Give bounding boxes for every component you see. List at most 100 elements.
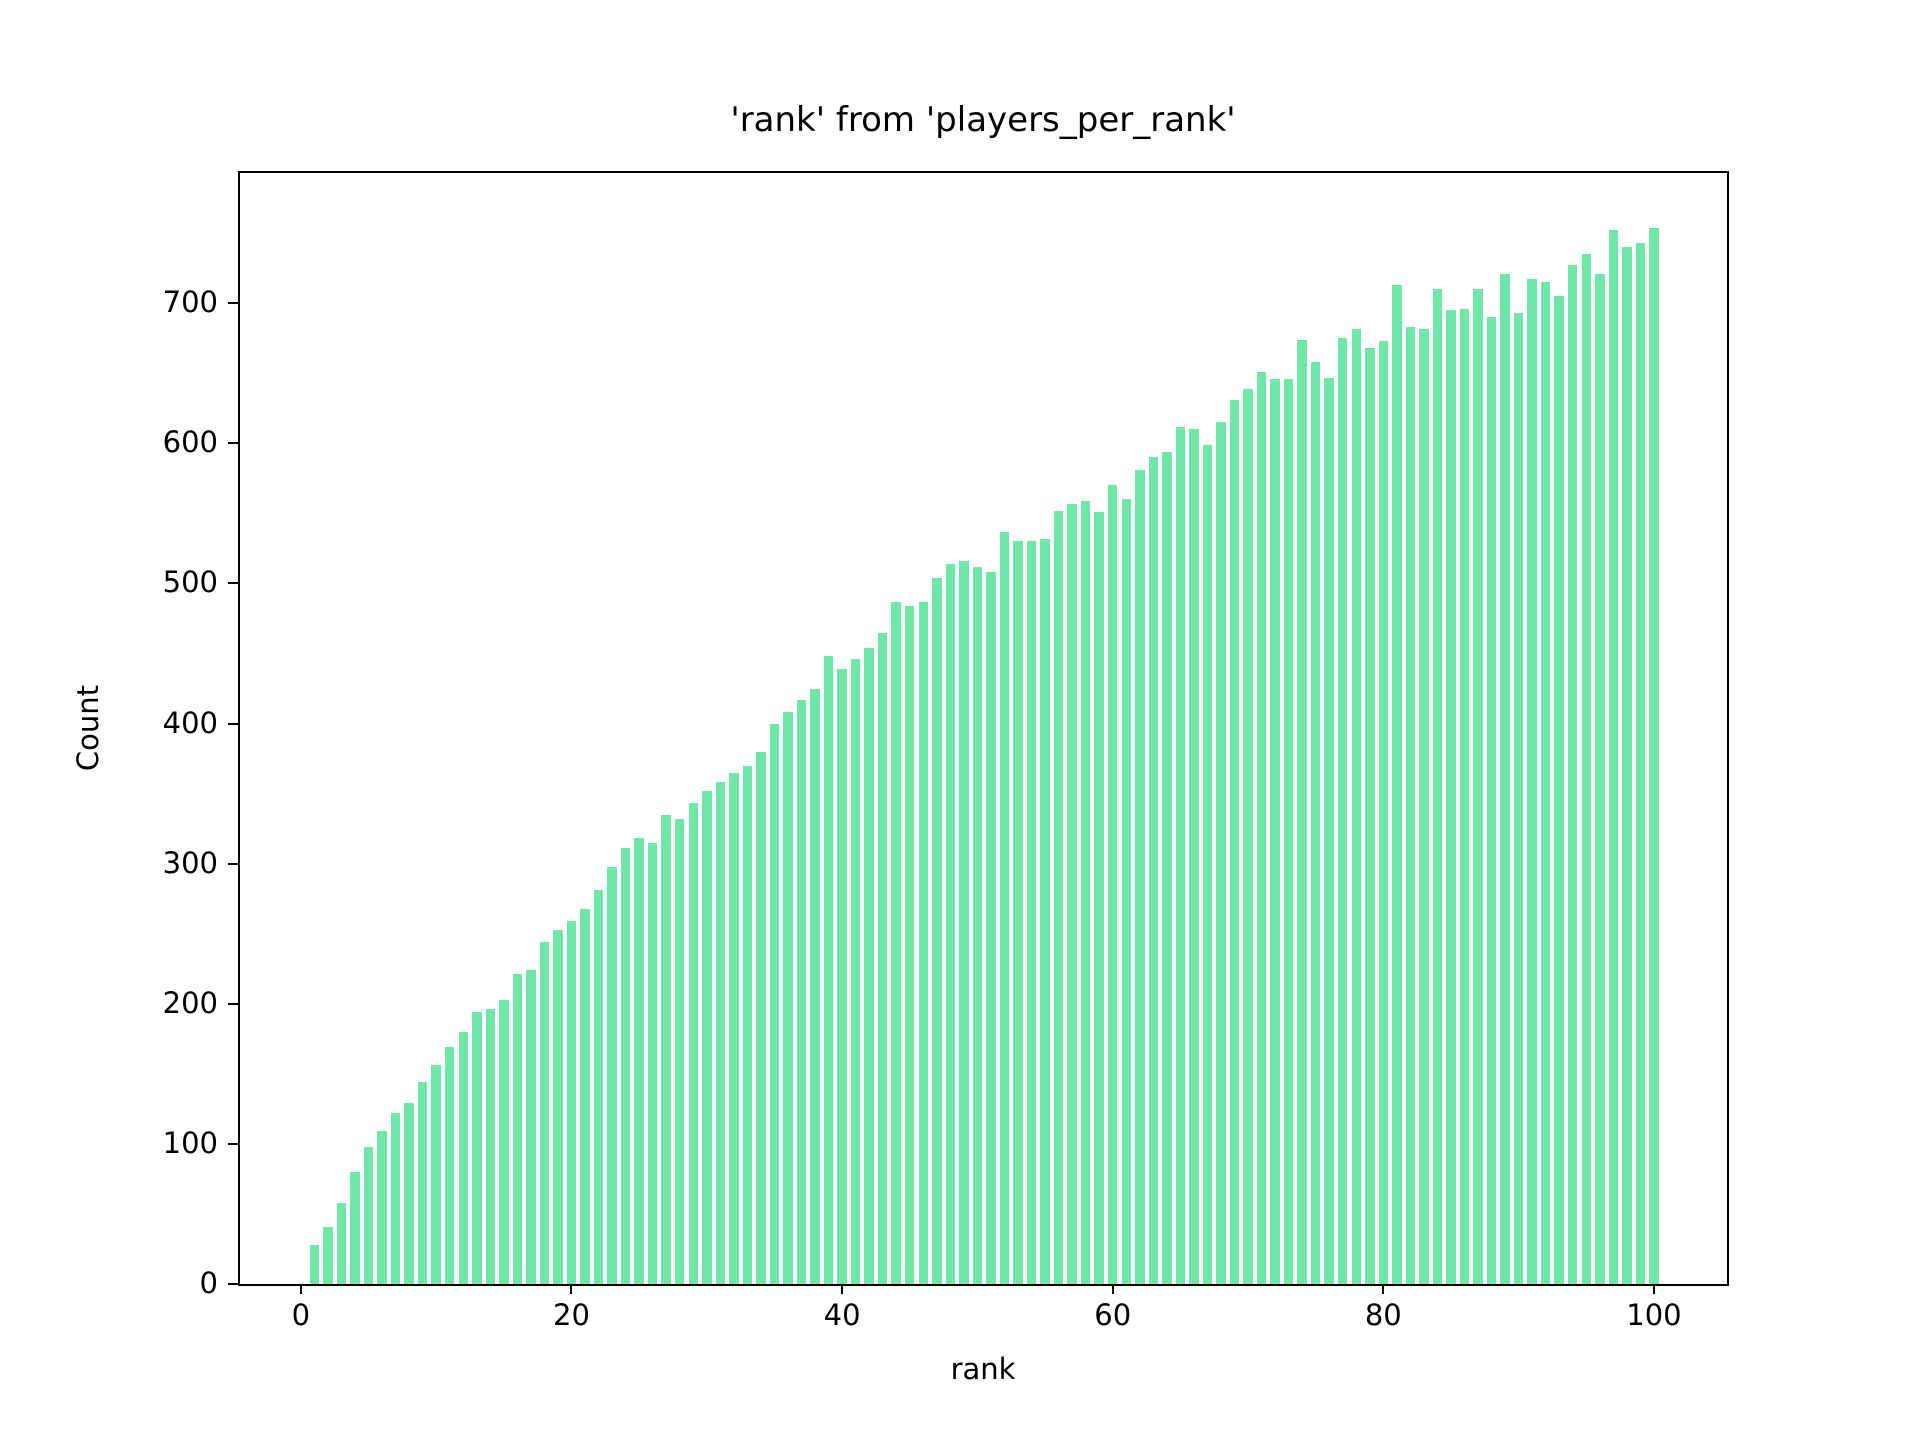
bar-rank-56 <box>1053 510 1064 1284</box>
bar-rank-30 <box>702 790 712 1284</box>
bar-rank-99 <box>1635 243 1646 1284</box>
bar-rank-7 <box>390 1113 401 1284</box>
y-tick-mark <box>228 582 238 585</box>
y-tick-label: 400 <box>162 705 218 740</box>
bar-rank-94 <box>1568 265 1578 1284</box>
bar-rank-1 <box>309 1244 320 1284</box>
x-tick-mark <box>1382 1284 1385 1294</box>
bar-rank-97 <box>1608 230 1619 1284</box>
x-tick-label: 20 <box>553 1298 590 1332</box>
bar-rank-40 <box>837 668 847 1284</box>
bar-rank-92 <box>1540 282 1551 1284</box>
bar-rank-8 <box>404 1103 414 1284</box>
bar-rank-95 <box>1581 254 1592 1284</box>
y-axis-label: Count <box>71 684 105 772</box>
bar-rank-29 <box>688 803 698 1284</box>
y-tick-mark <box>228 442 238 445</box>
bar-rank-5 <box>363 1146 374 1284</box>
bar-rank-45 <box>905 605 915 1284</box>
bar-rank-34 <box>756 751 766 1284</box>
y-tick-mark <box>228 1002 238 1005</box>
bar-rank-67 <box>1202 444 1213 1284</box>
bar-rank-15 <box>499 999 509 1284</box>
bar-rank-70 <box>1243 388 1253 1284</box>
x-tick-label: 40 <box>823 1298 861 1332</box>
x-tick-mark <box>1111 1284 1114 1294</box>
x-tick-label: 0 <box>291 1298 311 1332</box>
bar-rank-2 <box>323 1226 333 1284</box>
bar-rank-46 <box>918 601 929 1284</box>
bar-rank-90 <box>1513 313 1524 1284</box>
bar-rank-86 <box>1459 308 1470 1284</box>
y-tick-label: 100 <box>162 1125 218 1160</box>
bar-rank-52 <box>999 531 1010 1284</box>
bar-rank-35 <box>769 723 780 1284</box>
bar-rank-93 <box>1554 296 1564 1284</box>
bar-rank-50 <box>972 566 983 1284</box>
y-tick-label: 300 <box>162 845 218 880</box>
y-tick-label: 500 <box>162 565 218 600</box>
y-tick-label: 0 <box>199 1266 218 1301</box>
bar-rank-63 <box>1148 457 1159 1284</box>
bar-rank-76 <box>1324 377 1334 1284</box>
bar-rank-65 <box>1175 426 1186 1284</box>
bar-rank-79 <box>1365 348 1375 1284</box>
bar-rank-66 <box>1189 429 1199 1284</box>
y-tick-mark <box>228 1142 238 1145</box>
bar-rank-82 <box>1405 327 1416 1284</box>
bar-rank-14 <box>485 1009 496 1284</box>
bar-rank-36 <box>783 712 793 1284</box>
bar-rank-85 <box>1446 310 1456 1284</box>
bar-rank-48 <box>945 563 956 1284</box>
bar-rank-27 <box>661 814 671 1284</box>
y-tick-mark <box>228 862 238 865</box>
bar-rank-88 <box>1486 317 1497 1284</box>
bar-rank-24 <box>620 848 631 1284</box>
bar-rank-53 <box>1013 541 1023 1284</box>
bar-rank-80 <box>1378 341 1389 1284</box>
x-tick-mark <box>570 1284 573 1294</box>
bar-rank-51 <box>986 572 996 1284</box>
bar-rank-13 <box>472 1012 482 1284</box>
y-tick-label: 700 <box>162 285 218 320</box>
bar-rank-26 <box>647 842 658 1284</box>
bar-rank-68 <box>1216 422 1226 1284</box>
x-tick-label: 80 <box>1364 1298 1402 1332</box>
bar-rank-96 <box>1595 273 1605 1284</box>
bar-rank-89 <box>1500 273 1510 1284</box>
bar-rank-59 <box>1094 512 1104 1284</box>
bar-rank-44 <box>891 601 901 1284</box>
y-tick-mark <box>228 722 238 725</box>
x-axis-label: rank <box>950 1352 1016 1386</box>
bar-rank-22 <box>593 890 604 1284</box>
bar-rank-6 <box>377 1131 387 1284</box>
x-tick-label: 100 <box>1626 1298 1682 1332</box>
plot-area: 0 20 40 60 80 100 0 100 200 300 400 500 600 700 <box>163 171 1729 1331</box>
bar-rank-25 <box>634 838 644 1284</box>
bar-rank-4 <box>350 1171 360 1284</box>
bar-rank-87 <box>1473 289 1483 1284</box>
x-tick-label: 60 <box>1094 1298 1132 1332</box>
x-tick-mark <box>841 1284 844 1294</box>
y-tick-mark <box>228 1283 238 1285</box>
bar-rank-33 <box>742 765 753 1284</box>
bar-rank-81 <box>1392 285 1402 1284</box>
bar-rank-20 <box>566 921 577 1284</box>
y-tick-mark <box>228 302 238 305</box>
bar-rank-3 <box>336 1202 347 1284</box>
bar-rank-12 <box>458 1031 468 1284</box>
bar-rank-10 <box>431 1065 441 1284</box>
bar-rank-60 <box>1107 485 1118 1284</box>
bar-rank-84 <box>1432 289 1443 1284</box>
bar-rank-75 <box>1310 362 1321 1284</box>
bar-rank-61 <box>1121 499 1131 1284</box>
bar-rank-11 <box>444 1047 455 1284</box>
bar-rank-57 <box>1067 503 1077 1284</box>
x-tick-mark <box>299 1284 302 1294</box>
bar-rank-9 <box>417 1082 428 1284</box>
bar-rank-28 <box>675 818 685 1284</box>
bar-rank-17 <box>526 970 536 1284</box>
bar-rank-77 <box>1337 338 1348 1284</box>
bar-rank-19 <box>553 929 563 1284</box>
